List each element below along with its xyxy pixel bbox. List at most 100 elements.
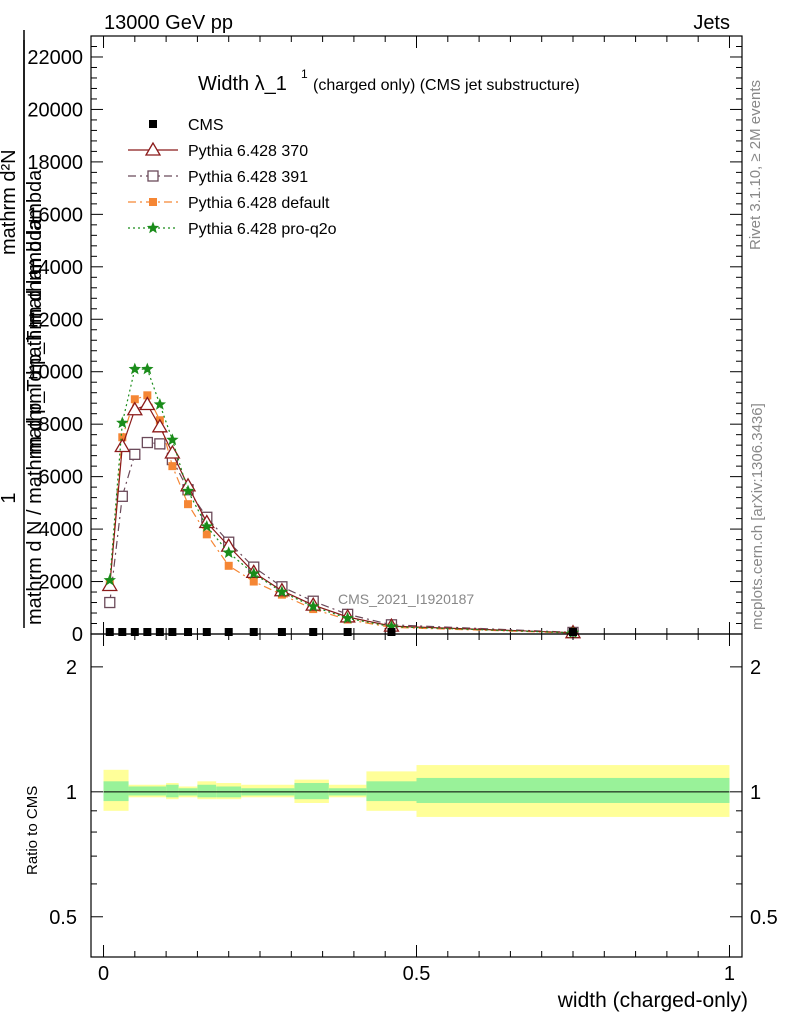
series-line: [109, 394, 574, 634]
ratio-y-tick-label-right: 0.5: [750, 907, 778, 929]
series-point: [118, 628, 127, 636]
x-tick-label: 0: [98, 963, 109, 985]
series-point: [154, 438, 166, 450]
series-point: [143, 628, 152, 636]
legend-label: Pythia 6.428 default: [188, 195, 330, 212]
ylabel-den2: mathrm d p_T mathrm d lambda: [24, 169, 46, 455]
series-point: [130, 628, 139, 636]
legend-label: CMS: [188, 117, 224, 134]
series-point: [200, 520, 213, 532]
series-point: [166, 433, 179, 446]
series-point: [224, 561, 233, 570]
ratio-frame: [90, 633, 743, 958]
rivet-label: Rivet 3.1.10, ≥ 2M events: [747, 80, 764, 250]
y-tick-label: 22000: [27, 47, 83, 69]
ratio-y-tick-label: 0.5: [49, 907, 77, 929]
title-rest: (charged only) (CMS jet substructure): [313, 77, 580, 94]
ratio-y-tick-label-right: 1: [750, 782, 761, 804]
x-tick-label: 0.5: [403, 963, 431, 985]
series-point: [222, 546, 235, 558]
plot-title: Width λ_1 1 (charged only) (CMS jet subs…: [198, 67, 580, 95]
series-point: [118, 433, 127, 442]
ratio-ylabel: Ratio to CMS: [24, 786, 41, 875]
legend-label: Pythia 6.428 370: [188, 143, 308, 160]
ylabel-num2: mathrm d²N: [0, 149, 20, 255]
ratio-y-tick-label: 2: [66, 657, 77, 679]
series-point: [103, 573, 116, 586]
series-point: [568, 628, 577, 636]
ratio-band-inner: [416, 777, 730, 803]
series-point: [385, 620, 398, 632]
ratio-band-inner: [197, 784, 217, 798]
ratio-y-tick-label: 1: [66, 782, 77, 804]
series-point: [249, 577, 258, 586]
y-tick-label: 6000: [39, 467, 84, 489]
legend-marker: [149, 198, 157, 206]
ratio-band-inner: [166, 784, 179, 798]
y-tick-label: 16000: [27, 204, 83, 226]
series-point: [114, 438, 131, 453]
series-point: [139, 396, 156, 411]
ratio-x-axis: 0 0.5 1: [98, 634, 735, 985]
y-tick-label: 2000: [39, 572, 84, 594]
ratio-band-inner: [103, 781, 129, 802]
series-point: [141, 436, 153, 449]
ratio-band-inner: [294, 783, 329, 800]
mcplots-label: mcplots.cern.ch [arXiv:1306.3436]: [749, 403, 766, 630]
series-point: [249, 628, 258, 636]
y-tick-label: 12000: [27, 309, 83, 331]
series-point: [168, 628, 177, 636]
ylabel-num: 1: [0, 492, 20, 503]
series-point: [247, 567, 260, 579]
legend-marker: [147, 170, 159, 182]
y-tick-label: 14000: [27, 257, 83, 279]
series-point: [277, 628, 286, 636]
legend-label: Pythia 6.428 pro-q2o: [188, 221, 337, 238]
series-point: [387, 628, 396, 636]
series-point: [309, 628, 318, 636]
header-left: 13000 GeV pp: [104, 12, 233, 34]
curves: [101, 362, 582, 639]
main-y-axis: 0 2000 4000 6000 8000 10000 12000 14000 16000 180…: [27, 35, 742, 646]
series-point: [343, 628, 352, 636]
ratio-y-tick-label-right: 2: [750, 657, 761, 679]
y-tick-label: 0: [72, 624, 83, 646]
y-tick-label: 20000: [27, 99, 83, 121]
series-point: [126, 401, 143, 416]
series-point: [184, 500, 193, 509]
y-tick-label: 10000: [27, 362, 83, 384]
series-point: [181, 484, 195, 497]
series-point: [341, 611, 354, 624]
title-sup: 1: [301, 67, 308, 81]
series-point: [104, 596, 116, 609]
ratio-plot: 0.5 0.51 12 2 0 0.5 1 Ratio to CMS width (cha…: [24, 633, 778, 1012]
series-point: [116, 416, 129, 429]
ratio-bands: [103, 765, 730, 817]
legend-marker: [149, 120, 157, 128]
series-point: [141, 362, 154, 375]
series-point: [307, 600, 320, 612]
legend-marker: [144, 141, 162, 156]
series-point: [202, 628, 211, 636]
ratio-y-axis: 0.5 0.5 1 1 2 2: [49, 657, 778, 929]
series-point: [151, 418, 168, 433]
series-point: [184, 628, 193, 636]
series-point: [275, 585, 289, 598]
y-tick-label: 8000: [39, 414, 84, 436]
legend: CMS Pythia 6.428 370 Pythia 6.428 391 Pythi…: [128, 117, 337, 238]
legend-label: Pythia 6.428 391: [188, 169, 308, 186]
ratio-band-inner: [366, 781, 417, 802]
x-tick-label: 1: [724, 963, 735, 985]
main-ylabel: 1 mathrm d N / mathrm d p_T mathrm d lam…: [0, 30, 46, 628]
series-point: [155, 628, 164, 636]
series-point: [168, 462, 177, 471]
main-plot: 0 2000 4000 6000 8000 10000 12000 14000 16000 180…: [27, 35, 743, 646]
series-point: [143, 391, 152, 400]
series-point: [202, 530, 211, 539]
title-main: Width λ_1: [198, 73, 287, 95]
legend-marker: [146, 221, 160, 234]
ylabel-den: mathrm d N / mathrm d p_T mathrm d lambd…: [24, 218, 46, 625]
y-tick-label: 4000: [39, 519, 84, 541]
x-axis-label: width (charged-only): [557, 989, 748, 1012]
